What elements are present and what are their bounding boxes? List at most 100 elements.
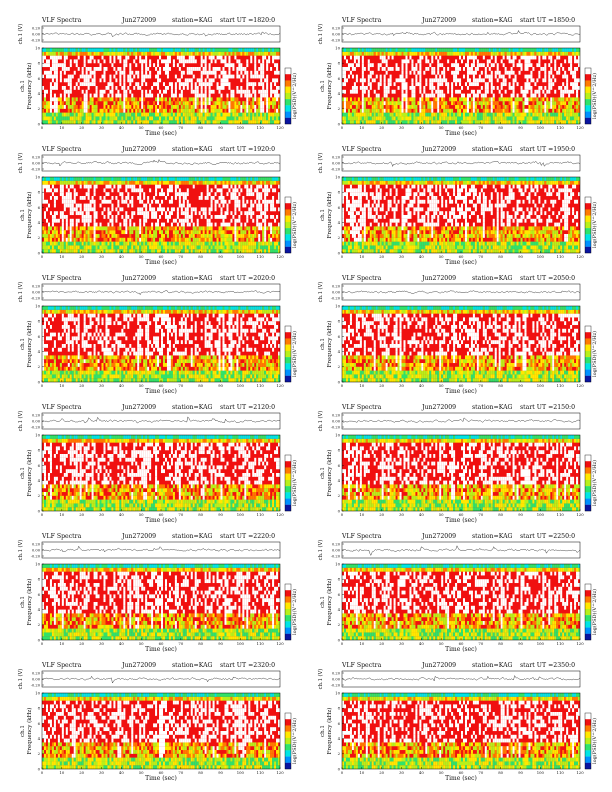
spectrogram-cell bbox=[204, 207, 207, 212]
spectrogram-cell bbox=[355, 86, 358, 90]
spectrogram-cell bbox=[61, 211, 64, 216]
spectrogram-cell bbox=[172, 112, 175, 117]
spectrogram-cell bbox=[508, 112, 511, 117]
spectrogram-cell bbox=[45, 218, 48, 223]
spectrogram-cell bbox=[248, 245, 251, 250]
spectrogram-cell bbox=[260, 51, 263, 56]
spectrogram-cell bbox=[170, 93, 173, 98]
spectrogram-cell bbox=[192, 222, 195, 227]
spectrogram-cell bbox=[93, 192, 96, 197]
spectrogram-cell bbox=[554, 67, 557, 71]
spectrogram-cell bbox=[266, 215, 269, 219]
spectrogram-cell bbox=[244, 105, 247, 109]
spectrogram-cell bbox=[77, 112, 80, 117]
x-tick-label: 100 bbox=[537, 125, 545, 130]
spectrogram-cell bbox=[345, 249, 348, 254]
spectrogram-cell bbox=[439, 74, 442, 79]
spectrogram-cell bbox=[83, 180, 86, 185]
y-tick-label: 0 bbox=[338, 121, 341, 126]
spectrogram-cell bbox=[93, 116, 96, 121]
spectrogram-cell bbox=[83, 48, 86, 52]
spectrogram-cell bbox=[172, 51, 175, 56]
x-tick-label: 30 bbox=[99, 125, 104, 130]
spectrogram-cell bbox=[544, 48, 547, 52]
spectrogram-cell bbox=[155, 226, 158, 231]
spectrogram-cell bbox=[204, 67, 207, 71]
spectrogram-cell bbox=[427, 97, 430, 102]
spectrogram-cell bbox=[524, 48, 527, 52]
spectrogram-cell bbox=[137, 101, 140, 106]
spectrogram-cell bbox=[145, 215, 148, 219]
spectrogram-cell bbox=[439, 112, 442, 117]
spectrogram-cell bbox=[145, 249, 148, 254]
spectrogram-cell bbox=[431, 93, 434, 98]
spectrogram-cell bbox=[47, 234, 50, 238]
spectrogram-cell bbox=[69, 226, 72, 231]
x-tick-label: 110 bbox=[557, 125, 565, 130]
spectrogram-cell bbox=[61, 63, 64, 68]
spectrogram-cell bbox=[47, 101, 50, 106]
spectrogram-cell bbox=[558, 116, 561, 121]
spectrogram-cell bbox=[466, 97, 469, 102]
spectrogram-cell bbox=[71, 108, 74, 113]
spectrogram-cell bbox=[71, 180, 74, 185]
spectrogram-cell bbox=[532, 78, 535, 83]
spectrogram-cell bbox=[202, 108, 205, 113]
spectrogram-cell bbox=[42, 230, 45, 235]
spectrogram-cell bbox=[248, 211, 251, 216]
spectrogram-cell bbox=[359, 78, 362, 83]
spectrogram-cell bbox=[228, 249, 231, 254]
spectrogram-cell bbox=[111, 249, 114, 254]
spectrogram-cell bbox=[403, 116, 406, 121]
spectrogram-cell bbox=[87, 234, 90, 238]
spectrogram-cell bbox=[164, 226, 167, 231]
x-tick-label: 60 bbox=[159, 254, 164, 259]
spectrogram-cell bbox=[411, 101, 414, 106]
spectrogram-cell bbox=[433, 112, 436, 117]
spectrogram-cell bbox=[236, 120, 239, 125]
spectrogram-cell bbox=[264, 234, 267, 238]
spectrogram-cell bbox=[464, 120, 467, 125]
spectrogram-cell bbox=[115, 218, 118, 223]
spectrogram-cell bbox=[45, 112, 48, 117]
spectrogram-cell bbox=[578, 55, 581, 60]
spectrogram-cell bbox=[95, 226, 98, 231]
spectrogram-cell bbox=[129, 97, 132, 102]
spectrogram-cell bbox=[246, 78, 249, 83]
spectrogram-cell bbox=[244, 101, 247, 106]
spectrogram-cell bbox=[89, 245, 92, 250]
spectrogram-cell bbox=[504, 116, 507, 121]
spectrogram-cell bbox=[522, 48, 525, 52]
spectrogram-cell bbox=[538, 86, 541, 90]
spectrogram-cell bbox=[230, 108, 233, 113]
spectrogram-cell bbox=[53, 97, 56, 102]
spectrogram-cell bbox=[252, 74, 255, 79]
spectrogram-cell bbox=[534, 93, 537, 98]
spectrogram-cell bbox=[524, 93, 527, 98]
y-tick-label: 2 bbox=[338, 106, 341, 111]
spectrogram-cell bbox=[453, 97, 456, 102]
spectrogram-cell bbox=[413, 70, 416, 75]
spectrogram-cell bbox=[59, 180, 62, 185]
spectrogram-cell bbox=[455, 89, 458, 94]
spectrogram-cell bbox=[522, 112, 525, 117]
spectrogram-cell bbox=[343, 97, 347, 102]
spectrogram-cell bbox=[71, 120, 74, 125]
spectrogram-cell bbox=[445, 48, 448, 52]
spectrogram-cell bbox=[45, 234, 48, 238]
spectrogram-cell bbox=[480, 48, 483, 52]
spectrogram-cell bbox=[266, 93, 269, 98]
spectrogram-cell bbox=[149, 226, 152, 231]
spectrogram-cell bbox=[351, 226, 354, 231]
spectrogram-cell bbox=[75, 63, 78, 68]
spectrogram-cell bbox=[190, 234, 193, 238]
spectrogram-cell bbox=[208, 120, 211, 125]
spectrogram-cell bbox=[224, 63, 227, 68]
spectrogram-cell bbox=[278, 199, 281, 204]
spectrogram-cell bbox=[403, 97, 406, 102]
spectrogram-cell bbox=[75, 116, 78, 121]
spectrogram-cell bbox=[71, 230, 74, 235]
spectrogram-cell bbox=[202, 82, 205, 87]
spectrogram-cell bbox=[486, 82, 489, 87]
spectrogram-cell bbox=[232, 245, 235, 250]
